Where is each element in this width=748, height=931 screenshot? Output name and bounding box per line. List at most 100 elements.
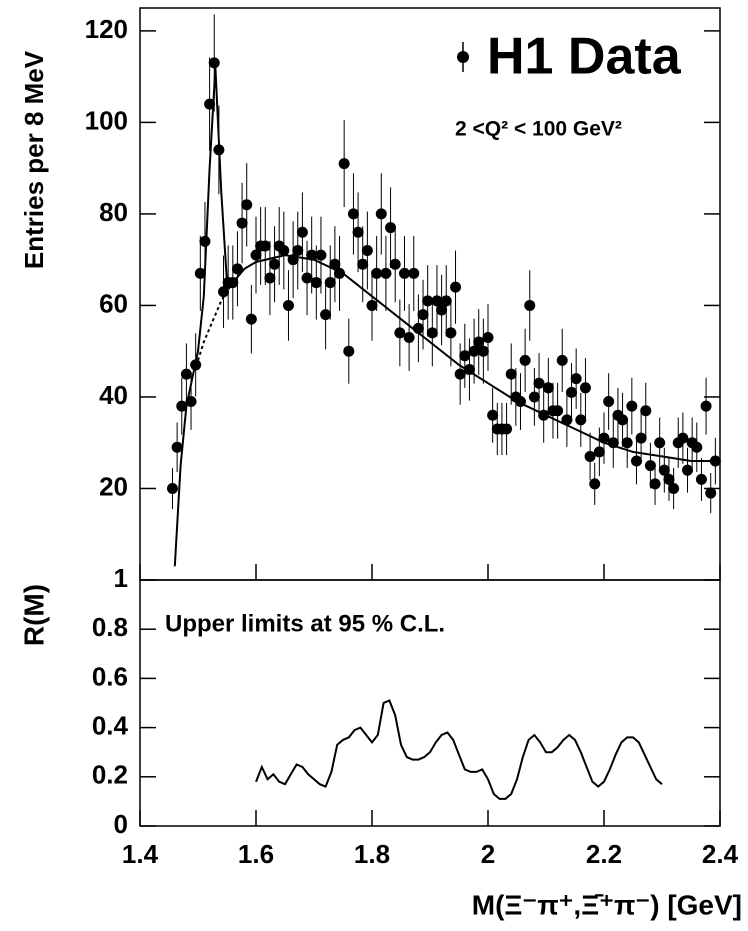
data-point <box>227 277 239 289</box>
y-tick-label: 0 <box>114 809 128 839</box>
data-point <box>357 258 369 270</box>
data-point <box>626 400 638 412</box>
data-point <box>213 144 225 156</box>
y-axis-label: R(M) <box>18 584 49 646</box>
data-point <box>436 304 448 316</box>
y-tick-label: 0.8 <box>92 612 128 642</box>
data-point <box>570 373 582 385</box>
data-point <box>593 446 605 458</box>
data-point <box>566 386 578 398</box>
y-tick-label: 60 <box>99 288 128 318</box>
data-point <box>454 368 466 380</box>
data-point <box>607 437 619 449</box>
data-point <box>709 455 721 467</box>
data-point <box>459 350 471 362</box>
data-point <box>171 441 183 453</box>
x-tick-label: 2 <box>481 839 495 869</box>
data-point <box>603 396 615 408</box>
data-point <box>343 345 355 357</box>
legend-label: H1 Data <box>487 28 682 86</box>
data-point <box>412 322 424 334</box>
y-tick-label: 0.6 <box>92 661 128 691</box>
data-point <box>264 272 276 284</box>
data-point <box>403 331 415 343</box>
data-point <box>296 226 308 238</box>
data-point <box>630 455 642 467</box>
data-point <box>663 473 675 485</box>
data-point <box>538 409 550 421</box>
data-point <box>528 391 540 403</box>
data-point <box>422 295 434 307</box>
y-tick-label: 80 <box>99 197 128 227</box>
data-point <box>621 437 633 449</box>
data-point <box>185 396 197 408</box>
x-tick-label: 1.8 <box>354 839 390 869</box>
data-point <box>487 409 499 421</box>
data-point <box>426 327 438 339</box>
data-point <box>482 331 494 343</box>
data-point <box>617 414 629 426</box>
data-point <box>315 249 327 261</box>
data-point <box>352 226 364 238</box>
data-point <box>649 478 661 490</box>
x-tick-label: 2.2 <box>586 839 622 869</box>
data-point <box>473 336 485 348</box>
data-point <box>375 208 387 220</box>
data-point <box>408 267 420 279</box>
data-point <box>180 368 192 380</box>
data-point <box>519 354 531 366</box>
data-point <box>505 368 517 380</box>
data-point <box>310 277 322 289</box>
data-point <box>301 272 313 284</box>
data-point <box>579 382 591 394</box>
data-point <box>176 400 188 412</box>
data-point <box>561 414 573 426</box>
data-point <box>324 277 336 289</box>
data-point <box>385 222 397 234</box>
data-point <box>468 345 480 357</box>
fit-curve <box>173 67 720 567</box>
data-point <box>514 396 526 408</box>
data-point <box>292 245 304 257</box>
data-point <box>542 382 554 394</box>
y-tick-label: 0.4 <box>92 710 129 740</box>
data-point <box>682 464 694 476</box>
data-point <box>278 245 290 257</box>
annotation: 2 <Q² < 100 GeV² <box>455 118 622 141</box>
data-point <box>329 258 341 270</box>
y-tick-label: 1 <box>114 563 128 593</box>
data-point <box>389 258 401 270</box>
data-point <box>259 240 271 252</box>
data-point <box>282 299 294 311</box>
data-point <box>533 377 545 389</box>
y-tick-label: 120 <box>85 14 128 44</box>
x-axis-label: M(Ξ⁻π⁺,Ξ̄⁺π⁻) [GeV] <box>472 889 742 920</box>
data-point <box>635 432 647 444</box>
annotation: Upper limits at 95 % C.L. <box>165 610 445 637</box>
y-tick-label: 0.2 <box>92 760 128 790</box>
data-point <box>398 267 410 279</box>
y-tick-label: 20 <box>99 471 128 501</box>
data-point <box>450 281 462 293</box>
data-point <box>334 267 346 279</box>
y-tick-label: 100 <box>85 105 128 135</box>
x-tick-label: 1.4 <box>122 839 159 869</box>
data-point <box>700 400 712 412</box>
data-point <box>306 249 318 261</box>
data-point <box>552 405 564 417</box>
data-point <box>338 158 350 170</box>
data-point <box>640 405 652 417</box>
data-point <box>695 473 707 485</box>
data-point <box>366 299 378 311</box>
data-point <box>463 364 475 376</box>
data-point <box>194 267 206 279</box>
ratio-line <box>255 699 663 800</box>
data-point <box>477 345 489 357</box>
y-tick-label: 40 <box>99 380 128 410</box>
data-point <box>231 263 243 275</box>
data-point <box>654 437 666 449</box>
data-point <box>575 414 587 426</box>
data-point <box>524 299 536 311</box>
data-point <box>668 482 680 494</box>
data-point <box>589 478 601 490</box>
